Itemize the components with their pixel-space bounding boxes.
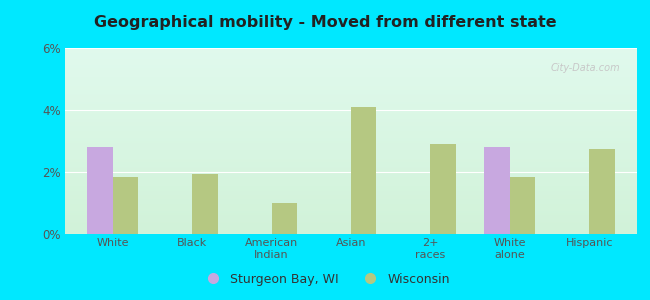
Text: City-Data.com: City-Data.com — [550, 63, 620, 73]
Text: Geographical mobility - Moved from different state: Geographical mobility - Moved from diffe… — [94, 15, 556, 30]
Bar — [112, 177, 138, 234]
Bar — [192, 173, 218, 234]
Legend: Sturgeon Bay, WI, Wisconsin: Sturgeon Bay, WI, Wisconsin — [195, 268, 455, 291]
Bar — [484, 147, 510, 234]
Bar — [590, 149, 615, 234]
Bar — [87, 147, 112, 234]
Bar — [430, 144, 456, 234]
Bar — [510, 177, 536, 234]
Bar — [351, 107, 376, 234]
Bar — [272, 203, 297, 234]
